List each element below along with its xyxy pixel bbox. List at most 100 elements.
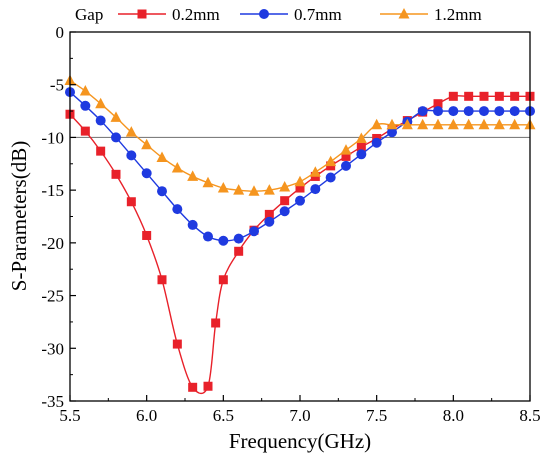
series-1-2mm-point: [509, 118, 521, 130]
series-0-7mm-point: [448, 106, 459, 117]
y-axis-title: S-Parameters(dB): [7, 141, 31, 291]
series-1-2mm-point: [263, 184, 275, 195]
series-0-7mm-point: [479, 106, 489, 117]
series-0-7mm-point: [187, 219, 198, 230]
series-0-7mm-point: [356, 149, 367, 160]
series-1-2mm-line: [69, 79, 530, 192]
series-1-2mm-point: [432, 118, 444, 130]
legend-label: 0.2mm: [172, 5, 220, 24]
series-0-2mm-point: [356, 142, 366, 152]
series-1-2mm-point: [141, 138, 153, 150]
series-0-2mm-line: [69, 95, 530, 395]
y-tick-label: -15: [41, 181, 64, 200]
series-0-2mm-point: [341, 151, 351, 161]
series-0-2mm-point: [157, 275, 167, 285]
y-tick-label: -30: [41, 339, 64, 358]
series-1-2mm-point: [233, 184, 245, 195]
series-0-2mm-point: [203, 381, 213, 391]
series-0-2mm-point: [464, 91, 474, 101]
series-0-2mm-point: [234, 246, 244, 256]
series-0-2mm-point: [142, 230, 152, 240]
series-0-7mm-point: [203, 231, 213, 242]
series-0-7mm-point: [264, 216, 275, 227]
series-0-7mm-point: [126, 150, 137, 161]
series-0-7mm-point: [310, 184, 321, 195]
series-0-7mm-point: [371, 137, 382, 148]
x-tick-label: 8.0: [443, 406, 464, 425]
x-tick-label: 5.5: [59, 406, 80, 425]
series-1-2mm-point: [95, 97, 107, 109]
series-0-7mm-point: [509, 106, 520, 117]
series-0-2mm-point: [172, 339, 182, 349]
series-0-7mm-point: [417, 106, 428, 117]
y-tick-label: 0: [56, 23, 65, 42]
series-0-7mm-point: [80, 100, 91, 111]
series-0-7mm-point: [172, 204, 183, 215]
legend-item-series-0-2mm: 0.2mm: [118, 5, 220, 24]
series-1-2mm-point: [171, 162, 183, 173]
x-axis-title: Frequency(GHz): [229, 429, 371, 453]
series-1-2mm-point: [447, 118, 459, 130]
x-tick-label: 8.5: [519, 406, 540, 425]
series-0-2mm-point: [80, 126, 90, 136]
series-1-2mm-point: [248, 185, 260, 196]
series-0-7mm-point: [111, 132, 121, 143]
series-1-2mm-point: [463, 118, 475, 130]
series-0-2mm-point: [264, 209, 274, 219]
series-0-2mm-point: [211, 318, 221, 328]
series-0-2mm-point: [280, 196, 290, 206]
x-tick-label: 7.5: [366, 406, 387, 425]
series-0-7mm-point: [218, 235, 229, 246]
series-0-7mm-point: [463, 106, 474, 117]
series-0-2mm-point: [433, 99, 443, 109]
series-0-2mm-point: [96, 146, 106, 156]
y-tick-label: -10: [41, 128, 64, 147]
series-0-2mm-point: [295, 183, 305, 193]
series-0-2mm-point: [494, 91, 504, 101]
series-1-2mm-point: [493, 118, 505, 130]
series-1-2mm-point: [340, 144, 352, 155]
legend-item-series-0-7mm: 0.7mm: [240, 5, 342, 24]
series-1-2mm-point: [417, 118, 429, 130]
series-1-2mm-point: [279, 180, 291, 192]
series-0-2mm-point: [111, 169, 121, 179]
series-1-2mm-point: [478, 118, 490, 130]
y-tick-label: -5: [50, 76, 64, 95]
series-0-7mm-point: [387, 127, 397, 138]
series-0-2mm-point: [188, 382, 198, 392]
series-0-7mm-point: [95, 115, 106, 126]
y-tick-label: -25: [41, 287, 64, 306]
series-0-7mm-point: [325, 172, 336, 183]
series-1-2mm-point: [371, 118, 383, 130]
x-tick-label: 6.5: [213, 406, 234, 425]
series-1-2mm-point: [202, 176, 214, 188]
series-0-7mm-point: [433, 106, 443, 117]
series-0-7mm-point: [341, 160, 351, 171]
legend-title: Gap: [75, 5, 103, 24]
series-1-2mm-point: [217, 182, 229, 193]
series-0-7mm-point: [157, 186, 167, 197]
legend-item-series-1-2mm: 1.2mm: [380, 5, 482, 24]
series-1-2mm-point: [110, 111, 122, 122]
series-1-2mm-point: [156, 151, 168, 162]
series-0-2mm-point: [448, 91, 458, 101]
series-0-7mm: [65, 87, 535, 246]
series-1-2mm-point: [325, 155, 337, 167]
series-0-7mm-point: [141, 168, 152, 179]
x-tick-label: 6.0: [136, 406, 157, 425]
series-0-7mm-point: [295, 195, 305, 206]
series-0-2mm-point: [479, 91, 489, 101]
legend-label: 1.2mm: [434, 5, 482, 24]
x-tick-label: 7.0: [289, 406, 310, 425]
x-axis: 5.5 6.0 6.5 7.0 7.5 8.0 8.5: [59, 395, 541, 425]
series-0-2mm-point: [126, 197, 136, 207]
series-0-7mm-point: [249, 226, 259, 237]
series-0-7mm-point: [279, 206, 290, 217]
series-1-2mm-point: [187, 170, 199, 181]
series-1-2mm-point: [355, 132, 367, 143]
series-0-7mm-point: [494, 106, 505, 117]
series-1-2mm-point: [309, 166, 321, 177]
series-1-2mm-point: [294, 175, 306, 187]
series-1-2mm-point: [125, 126, 137, 137]
